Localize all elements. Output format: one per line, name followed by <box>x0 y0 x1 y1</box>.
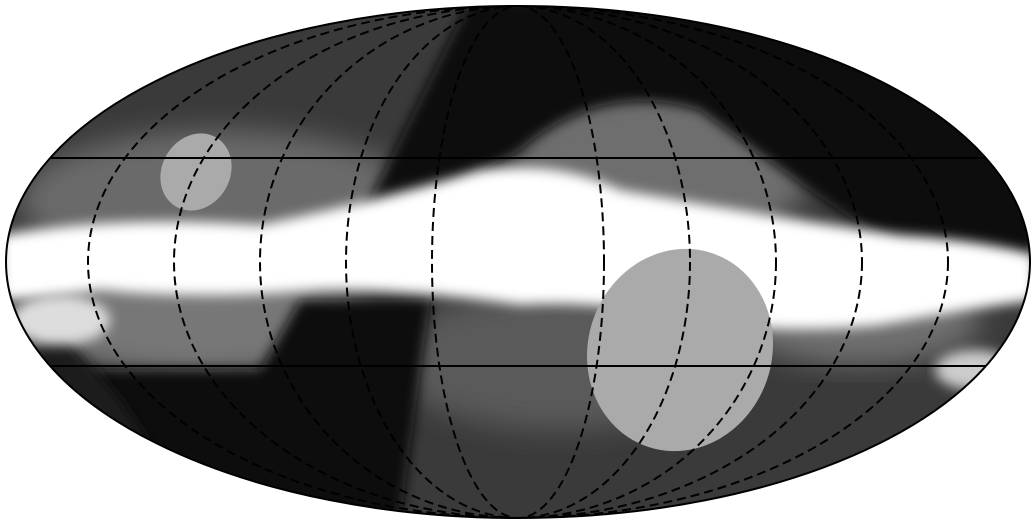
parallels <box>6 157 1030 367</box>
bright-patch <box>10 295 110 345</box>
galactic-plane <box>6 167 1030 329</box>
meridian <box>87 6 949 518</box>
sky-outline <box>5 5 1031 519</box>
meridian <box>259 6 777 518</box>
bright-patch <box>935 350 1015 390</box>
meridians <box>87 6 949 518</box>
meridian <box>431 6 605 518</box>
meridian <box>173 6 863 518</box>
meridian <box>345 6 691 518</box>
